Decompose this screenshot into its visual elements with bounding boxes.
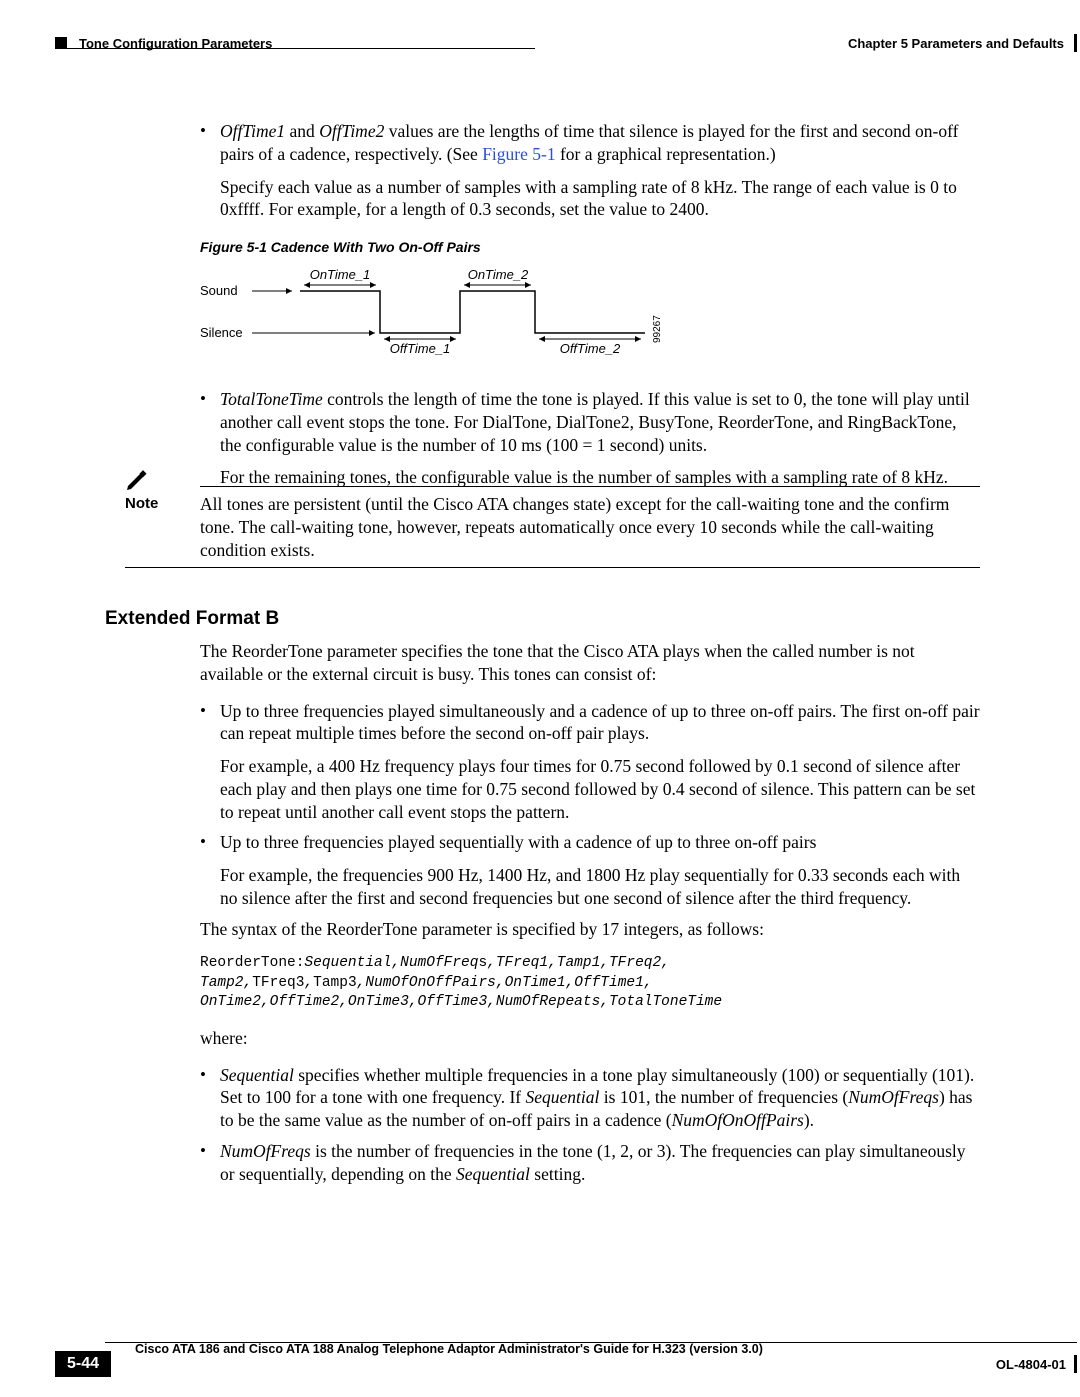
t: and xyxy=(285,121,319,141)
t: setting. xyxy=(530,1164,585,1184)
t: controls the length of time the tone is … xyxy=(220,389,970,455)
t: is the number of frequencies in the tone… xyxy=(220,1141,966,1184)
term: NumOfFreqs xyxy=(220,1141,311,1161)
content-lower: The ReorderTone parameter specifies the … xyxy=(200,640,980,1193)
ontime1-label: OnTime_1 xyxy=(310,267,371,282)
header-left: Tone Configuration Parameters xyxy=(55,34,272,52)
doc-number: OL-4804-01 xyxy=(996,1357,1066,1372)
bullet-dot: • xyxy=(200,1064,206,1132)
figure-ref: 99267 xyxy=(652,315,663,343)
bullet-text: TotalToneTime controls the length of tim… xyxy=(220,388,980,489)
offtime1-term: OffTime1 xyxy=(220,121,285,141)
t: Up to three frequencies played sequentia… xyxy=(220,832,816,852)
offtime2-term: OffTime2 xyxy=(319,121,384,141)
bullet-text: Up to three frequencies played simultane… xyxy=(220,700,980,824)
sound-label: Sound xyxy=(200,283,238,298)
where-label: where: xyxy=(200,1027,980,1050)
t: For example, a 400 Hz frequency plays fo… xyxy=(220,755,980,823)
offtime2-label: OffTime_2 xyxy=(560,341,621,356)
bar-icon xyxy=(1074,1355,1077,1373)
bullet-text: OffTime1 and OffTime2 values are the len… xyxy=(220,120,980,221)
note-block: Note All tones are persistent (until the… xyxy=(125,486,980,568)
silence-label: Silence xyxy=(200,325,243,340)
footer-right: OL-4804-01 xyxy=(996,1355,1077,1373)
cadence-diagram: Sound Silence OnTime_1 OnTime_2 OffTime_… xyxy=(200,265,700,365)
header-right: Chapter 5 Parameters and Defaults xyxy=(848,34,1077,52)
pencil-icon xyxy=(125,466,151,498)
t: For example, the frequencies 900 Hz, 140… xyxy=(220,864,980,910)
bullet-dot: • xyxy=(200,700,206,824)
bullet-dot: • xyxy=(200,120,206,221)
note-label: Note xyxy=(125,493,182,561)
header-rule xyxy=(55,48,535,49)
note-rule-bottom xyxy=(125,567,980,568)
bullet-text: Up to three frequencies played sequentia… xyxy=(220,831,980,909)
bullet-para2: Specify each value as a number of sample… xyxy=(220,176,980,222)
figure-caption: Figure 5-1 Cadence With Two On-Off Pairs xyxy=(200,239,980,255)
term: Sequential xyxy=(220,1065,294,1085)
section-heading: Extended Format B xyxy=(105,608,279,630)
term: NumOfOnOffPairs xyxy=(672,1110,804,1130)
para-reorder-intro: The ReorderTone parameter specifies the … xyxy=(200,640,980,686)
page-number: 5-44 xyxy=(55,1351,111,1377)
running-header: Tone Configuration Parameters Chapter 5 … xyxy=(55,34,1077,52)
content-upper: • OffTime1 and OffTime2 values are the l… xyxy=(200,120,980,497)
header-chapter: Chapter 5 Parameters and Defaults xyxy=(848,36,1064,51)
bullet-simultaneous: • Up to three frequencies played simulta… xyxy=(200,700,980,824)
page: Tone Configuration Parameters Chapter 5 … xyxy=(0,0,1080,1397)
totaltonetime-term: TotalToneTime xyxy=(220,389,323,409)
bullet-offtime: • OffTime1 and OffTime2 values are the l… xyxy=(200,120,980,221)
term: Sequential xyxy=(526,1087,600,1107)
t: for a graphical representation.) xyxy=(556,144,776,164)
bar-icon xyxy=(1074,34,1077,52)
figure-link[interactable]: Figure 5-1 xyxy=(482,144,555,164)
note-rule-top xyxy=(200,486,980,487)
bullet-dot: • xyxy=(200,388,206,489)
para-syntax: The syntax of the ReorderTone parameter … xyxy=(200,918,980,941)
code-syntax: ReorderTone:Sequential,NumOfFreqs,TFreq1… xyxy=(200,954,980,1013)
bullet-text: NumOfFreqs is the number of frequencies … xyxy=(220,1140,980,1186)
offtime1-label: OffTime_1 xyxy=(390,341,451,356)
t: Up to three frequencies played simultane… xyxy=(220,701,980,744)
bullet-text: Sequential specifies whether multiple fr… xyxy=(220,1064,980,1132)
t: ). xyxy=(804,1110,814,1130)
note-text: All tones are persistent (until the Cisc… xyxy=(200,493,980,561)
t: is 101, the number of frequencies ( xyxy=(599,1087,848,1107)
bullet-numoffreqs-def: • NumOfFreqs is the number of frequencie… xyxy=(200,1140,980,1186)
term: NumOfFreqs xyxy=(848,1087,939,1107)
figure-5-1: Sound Silence OnTime_1 OnTime_2 OffTime_… xyxy=(200,265,980,370)
note-body: Note All tones are persistent (until the… xyxy=(125,493,980,561)
bullet-dot: • xyxy=(200,1140,206,1186)
footer-line2: 5-44 OL-4804-01 xyxy=(55,1351,1077,1377)
bullet-dot: • xyxy=(200,831,206,909)
ontime2-label: OnTime_2 xyxy=(468,267,529,282)
bullet-sequential: • Up to three frequencies played sequent… xyxy=(200,831,980,909)
term: Sequential xyxy=(456,1164,530,1184)
bullet-sequential-def: • Sequential specifies whether multiple … xyxy=(200,1064,980,1132)
bullet-totaltonetime: • TotalToneTime controls the length of t… xyxy=(200,388,980,489)
